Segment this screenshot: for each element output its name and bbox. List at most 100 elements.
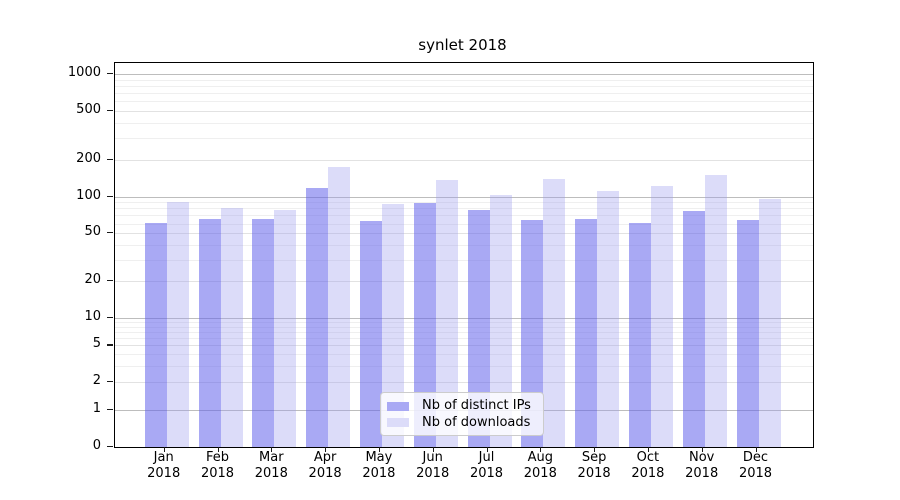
x-tick-label-month: Oct <box>636 450 660 466</box>
bar-distinct-ips-oct <box>628 222 651 447</box>
legend-item-distinct-ips: Nb of distinct IPs <box>387 398 535 415</box>
gridline <box>114 74 813 76</box>
chart-title: synlet 2018 <box>418 36 507 54</box>
bar-downloads-dec <box>758 198 781 447</box>
x-tick-label-year: 2018 <box>200 465 235 481</box>
x-tick-label-jun: Jun 2018 <box>402 450 464 481</box>
bar-downloads-jul <box>489 194 512 447</box>
x-tick-label-oct: Oct 2018 <box>617 450 679 481</box>
y-tick <box>107 195 113 197</box>
plot-area <box>113 61 814 448</box>
legend: Nb of distinct IPs Nb of downloads <box>380 392 544 436</box>
bar-distinct-ips-jun <box>413 202 436 447</box>
bar-downloads-oct <box>650 186 673 447</box>
gridline <box>114 196 813 198</box>
gridline <box>114 244 813 246</box>
x-tick-label-year: 2018 <box>469 465 504 481</box>
bar-downloads-may <box>381 204 404 447</box>
y-tick <box>107 409 113 411</box>
x-tick-label-month: Nov <box>689 450 715 466</box>
x-tick-label-jan: Jan 2018 <box>133 450 195 481</box>
y-tick-label: 200 <box>76 150 101 166</box>
bar-distinct-ips-nov <box>682 211 705 447</box>
gridline <box>114 223 813 225</box>
x-tick-label-month: Dec <box>742 450 769 466</box>
gridline <box>114 79 813 81</box>
y-tick <box>107 445 113 447</box>
gridline <box>114 208 813 210</box>
x-tick-label-dec: Dec 2018 <box>725 450 787 481</box>
x-tick-label-month: Jul <box>478 450 495 466</box>
x-tick-label-may: May 2018 <box>348 450 410 481</box>
x-tick-label-nov: Nov 2018 <box>671 450 733 481</box>
x-tick-label-mar: Mar 2018 <box>240 450 302 481</box>
x-tick-label-apr: Apr 2018 <box>294 450 356 481</box>
bar-downloads-feb <box>220 208 243 447</box>
x-tick-label-month: Apr <box>313 450 337 466</box>
gridline <box>114 233 813 235</box>
bar-distinct-ips-may <box>359 220 382 447</box>
bar-downloads-apr <box>328 166 351 447</box>
x-tick <box>701 447 703 453</box>
x-tick <box>163 447 165 453</box>
bar-distinct-ips-jul <box>467 209 490 447</box>
gridline <box>114 382 813 384</box>
y-tick <box>107 158 113 161</box>
x-tick-label-month: Feb <box>205 450 230 466</box>
x-tick-label-year: 2018 <box>308 465 342 481</box>
y-tick-label: 50 <box>84 224 101 240</box>
x-tick-label-month: Jun <box>422 450 443 466</box>
gridline <box>114 281 813 283</box>
x-tick <box>217 447 219 453</box>
x-tick-label-year: 2018 <box>577 465 611 481</box>
x-tick-label-month: Sep <box>581 450 607 466</box>
y-tick-label: 100 <box>76 187 101 203</box>
bar-downloads-jun <box>435 179 458 447</box>
bar-downloads-jan <box>166 202 189 447</box>
x-tick-label-year: 2018 <box>631 465 665 481</box>
x-tick-label-year: 2018 <box>523 465 557 481</box>
x-tick-label-year: 2018 <box>685 465 719 481</box>
y-tick <box>107 344 113 346</box>
bar-downloads-nov <box>704 175 727 447</box>
x-tick-label-feb: Feb 2018 <box>187 450 249 481</box>
x-tick-label-month: Jan <box>153 450 174 466</box>
x-tick <box>594 447 596 453</box>
y-tick <box>107 381 113 383</box>
x-tick <box>432 447 434 453</box>
gridline <box>114 111 813 113</box>
gridline <box>114 138 813 140</box>
bar-distinct-ips-apr <box>306 187 329 447</box>
bar-distinct-ips-sep <box>575 218 598 447</box>
bar-distinct-ips-jan <box>144 222 167 447</box>
y-tick-label: 0 <box>92 437 101 453</box>
bar-distinct-ips-feb <box>198 218 221 447</box>
legend-item-downloads: Nb of downloads <box>387 415 535 432</box>
legend-swatch-downloads-icon <box>387 418 409 428</box>
gridline <box>114 321 813 323</box>
y-tick-label: 1 <box>92 401 101 416</box>
gridline <box>114 202 813 204</box>
gridline <box>114 159 813 161</box>
x-tick-label-year: 2018 <box>362 465 396 481</box>
bar-distinct-ips-aug <box>521 220 544 447</box>
gridline <box>114 326 813 328</box>
bar-downloads-mar <box>274 210 297 447</box>
bar-distinct-ips-mar <box>252 219 275 447</box>
x-tick <box>271 447 273 453</box>
x-tick <box>325 447 327 453</box>
bar-downloads-sep <box>597 191 620 447</box>
x-tick <box>647 447 650 453</box>
y-tick <box>107 110 113 112</box>
gridline <box>114 101 813 103</box>
x-tick-label-month: May <box>365 450 393 466</box>
gridline <box>114 317 813 319</box>
gridline <box>114 331 813 333</box>
x-tick <box>540 447 542 453</box>
x-tick <box>486 447 488 453</box>
x-tick-label-aug: Aug 2018 <box>509 450 571 481</box>
y-tick-label: 5 <box>92 336 101 352</box>
y-tick <box>107 232 113 234</box>
x-tick <box>378 447 381 453</box>
